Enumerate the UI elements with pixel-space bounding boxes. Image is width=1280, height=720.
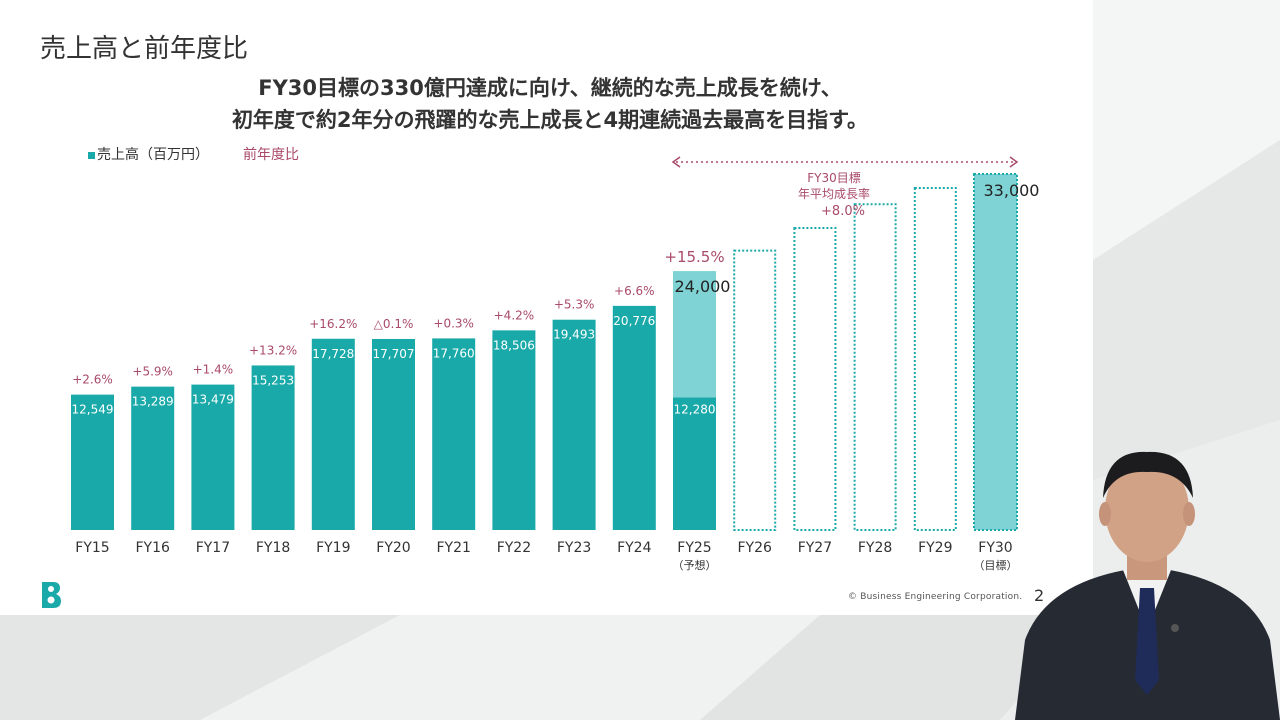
slide: 売上高と前年度比 FY30目標の330億円達成に向け、継続的な売上成長を続け、 … (0, 0, 1093, 615)
x-tick-FY21: FY21 (436, 540, 470, 556)
yoy-label-FY18: +13.2% (249, 343, 297, 357)
chart-legend: 売上高（百万円） 前年度比 (88, 144, 299, 164)
x-tick-FY20: FY20 (376, 540, 410, 556)
presenter-video (1015, 451, 1280, 720)
yoy-label-FY20: △0.1% (374, 317, 414, 331)
yoy-label-FY17: +1.4% (193, 363, 234, 377)
bar-FY15 (71, 394, 114, 530)
bar-forecast-FY25 (673, 271, 716, 398)
yoy-label-FY24: +6.6% (614, 284, 655, 298)
yoy-label-FY21: +0.3% (433, 316, 474, 330)
headline: FY30目標の330億円達成に向け、継続的な売上成長を続け、 初年度で約2年分の… (140, 72, 960, 136)
value-label-FY17: 13,479 (192, 393, 234, 407)
slide-title: 売上高と前年度比 (40, 34, 249, 64)
target-arrow-right-head (1009, 156, 1019, 168)
headline-line-1: FY30目標の330億円達成に向け、継続的な売上成長を続け、 (258, 76, 842, 100)
bar-actual-FY25 (673, 397, 716, 530)
x-sublabel-FY25: （予想） (673, 558, 717, 572)
x-tick-FY15: FY15 (75, 540, 109, 556)
yoy-label-FY19: +16.2% (309, 317, 357, 331)
x-tick-FY28: FY28 (858, 540, 892, 556)
value-label-FY24: 20,776 (613, 314, 655, 328)
value-label-FY30: 33,000 (984, 181, 1040, 200)
value-label-FY21: 17,760 (433, 346, 475, 360)
bar-target-FY26 (733, 249, 777, 531)
target-label-1: FY30目標 (807, 171, 861, 185)
x-tick-FY17: FY17 (196, 540, 230, 556)
value-label-FY25: 24,000 (675, 277, 731, 296)
x-tick-FY24: FY24 (617, 540, 652, 556)
bar-FY24 (612, 305, 656, 530)
x-tick-FY25: FY25 (677, 540, 711, 556)
x-tick-FY22: FY22 (497, 540, 531, 556)
value-label-FY20: 17,707 (373, 347, 415, 361)
bar-FY17 (191, 384, 235, 530)
value-label-FY19: 17,728 (312, 347, 354, 361)
value-label-FY18: 15,253 (252, 373, 294, 387)
bar-target-FY28 (853, 203, 897, 531)
bar-FY18 (251, 365, 295, 530)
legend-ratio-label: 前年度比 (243, 147, 299, 163)
bar-target-FY30 (973, 173, 1018, 531)
value-label-FY15: 12,549 (72, 403, 114, 417)
legend-sales-label: 売上高（百万円） (97, 147, 209, 163)
bar-FY23 (552, 319, 596, 530)
yoy-label-FY16: +5.9% (132, 365, 173, 379)
x-tick-FY16: FY16 (135, 540, 170, 556)
bar-FY22 (492, 330, 536, 530)
target-label-3: +8.0% (821, 204, 865, 219)
copyright-text: © Business Engineering Corporation. (848, 592, 1023, 602)
x-tick-FY23: FY23 (557, 540, 591, 556)
value-label-FY22: 18,506 (493, 338, 535, 352)
x-tick-FY26: FY26 (737, 540, 772, 556)
legend-sales-swatch (88, 151, 95, 159)
x-sublabel-FY30: （目標） (974, 558, 1018, 572)
x-tick-FY30: FY30 (978, 540, 1012, 556)
bar-FY19 (311, 338, 355, 530)
yoy-label-FY15: +2.6% (72, 373, 113, 387)
x-tick-FY19: FY19 (316, 540, 350, 556)
target-label-2: 年平均成長率 (798, 186, 870, 201)
yoy-label-FY23: +5.3% (554, 298, 595, 312)
bar-FY21 (432, 338, 476, 530)
b-logo-icon (42, 582, 61, 608)
page-number: 2 (1034, 586, 1045, 605)
sales-bar-chart: 12,549 +2.6% FY15 13,289 +5.9% FY16 13,479 +1.4… (71, 156, 1040, 572)
value-label-FY23: 19,493 (553, 328, 595, 342)
headline-line-2: 初年度で約2年分の飛躍的な売上成長と4期連続過去最高を目指す。 (231, 108, 869, 132)
bar-FY20 (372, 338, 415, 530)
bar-target-FY29 (913, 187, 957, 532)
value-label-FY16: 13,289 (132, 395, 174, 409)
x-tick-FY29: FY29 (918, 540, 952, 556)
yoy-label-FY22: +4.2% (494, 308, 535, 322)
bar-target-FY27 (793, 227, 837, 531)
bar-FY16 (131, 386, 175, 530)
yoy-label-FY25: +15.5% (664, 248, 724, 266)
x-tick-FY18: FY18 (256, 540, 290, 556)
value-label-actual-FY25: 12,280 (674, 403, 716, 417)
x-tick-FY27: FY27 (798, 540, 832, 556)
target-arrow-left-head (671, 156, 681, 168)
